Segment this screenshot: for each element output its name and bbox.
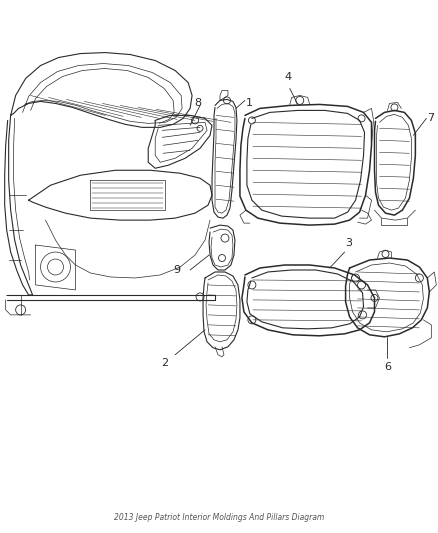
Text: 6: 6 (384, 362, 391, 372)
Text: 1: 1 (246, 99, 253, 108)
Text: 7: 7 (427, 114, 434, 124)
Text: 3: 3 (346, 238, 353, 248)
Text: 9: 9 (173, 265, 180, 275)
Text: 8: 8 (194, 99, 201, 108)
Text: 2: 2 (161, 358, 168, 368)
Text: 2013 Jeep Patriot Interior Moldings And Pillars Diagram: 2013 Jeep Patriot Interior Moldings And … (114, 513, 324, 522)
Text: 4: 4 (284, 72, 291, 83)
